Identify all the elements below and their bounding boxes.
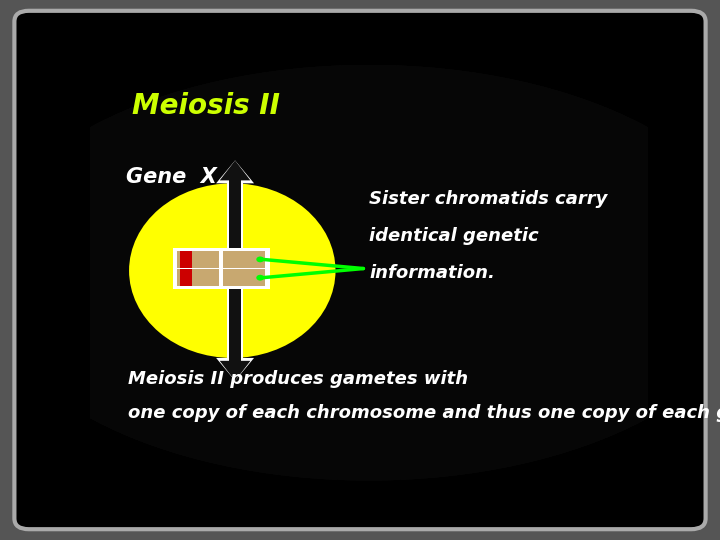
Ellipse shape — [0, 65, 720, 481]
Circle shape — [256, 275, 264, 281]
Bar — [227, 183, 243, 358]
Text: Sister chromatids carry: Sister chromatids carry — [369, 190, 608, 207]
Ellipse shape — [0, 65, 720, 481]
Ellipse shape — [0, 65, 720, 481]
Bar — [223, 251, 265, 268]
Bar — [177, 269, 219, 286]
Text: identical genetic: identical genetic — [369, 227, 539, 245]
Bar — [181, 251, 192, 268]
Text: Meiosis II produces gametes with: Meiosis II produces gametes with — [128, 370, 468, 388]
Circle shape — [256, 256, 264, 262]
Ellipse shape — [129, 183, 336, 358]
Bar — [177, 251, 219, 268]
Bar — [173, 248, 270, 289]
Text: one copy of each chromosome and thus one copy of each gene.: one copy of each chromosome and thus one… — [128, 404, 720, 422]
Polygon shape — [220, 160, 251, 180]
Bar — [229, 180, 241, 361]
Text: Meiosis II: Meiosis II — [132, 92, 280, 120]
Text: Gene  X: Gene X — [126, 167, 217, 187]
Polygon shape — [216, 160, 254, 183]
Polygon shape — [216, 358, 254, 381]
Bar — [223, 269, 265, 286]
Bar — [181, 269, 192, 286]
Polygon shape — [220, 361, 251, 381]
Text: information.: information. — [369, 265, 495, 282]
